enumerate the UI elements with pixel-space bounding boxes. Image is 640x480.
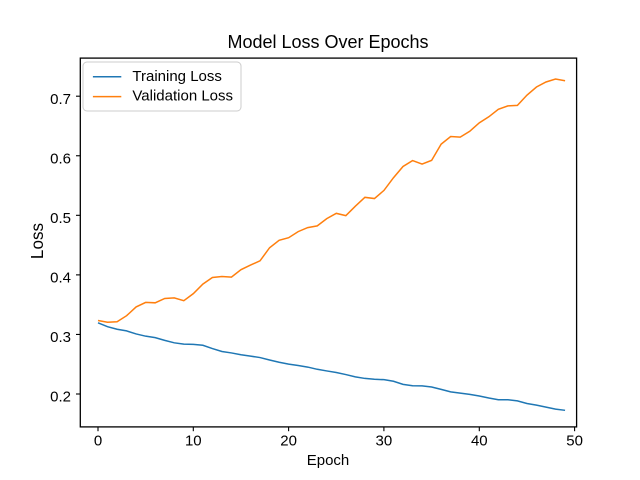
svg-text:0.7: 0.7 [50, 91, 71, 108]
svg-text:Epoch: Epoch [307, 452, 350, 469]
svg-text:50: 50 [566, 433, 583, 450]
svg-text:40: 40 [471, 433, 488, 450]
svg-text:0: 0 [94, 433, 102, 450]
svg-text:Model Loss Over Epochs: Model Loss Over Epochs [227, 32, 428, 52]
svg-text:0.3: 0.3 [50, 329, 71, 346]
svg-text:Validation Loss: Validation Loss [132, 88, 233, 105]
svg-text:Loss: Loss [28, 223, 47, 259]
svg-text:0.5: 0.5 [50, 210, 71, 227]
svg-text:0.6: 0.6 [50, 150, 71, 167]
svg-text:0.2: 0.2 [50, 389, 71, 406]
svg-text:10: 10 [185, 433, 202, 450]
svg-text:20: 20 [280, 433, 297, 450]
svg-text:0.4: 0.4 [50, 270, 71, 287]
svg-text:Training Loss: Training Loss [132, 68, 222, 85]
svg-text:30: 30 [376, 433, 393, 450]
